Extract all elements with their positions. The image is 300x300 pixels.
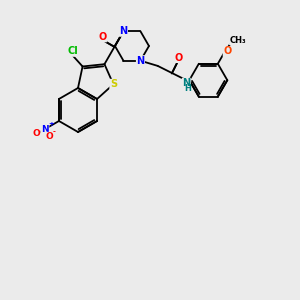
Text: N: N bbox=[136, 56, 145, 66]
Text: S: S bbox=[110, 79, 117, 89]
Text: O: O bbox=[33, 130, 40, 139]
Text: N: N bbox=[119, 26, 128, 36]
Text: H: H bbox=[184, 84, 191, 93]
Text: O: O bbox=[223, 46, 231, 56]
Text: -: - bbox=[52, 129, 56, 135]
Text: CH₃: CH₃ bbox=[230, 36, 246, 45]
Text: N: N bbox=[182, 78, 190, 88]
Text: O: O bbox=[98, 32, 106, 42]
Text: O: O bbox=[46, 132, 53, 141]
Text: N: N bbox=[41, 124, 49, 134]
Text: O: O bbox=[174, 52, 182, 62]
Text: +: + bbox=[48, 121, 54, 127]
Text: Cl: Cl bbox=[67, 46, 78, 56]
